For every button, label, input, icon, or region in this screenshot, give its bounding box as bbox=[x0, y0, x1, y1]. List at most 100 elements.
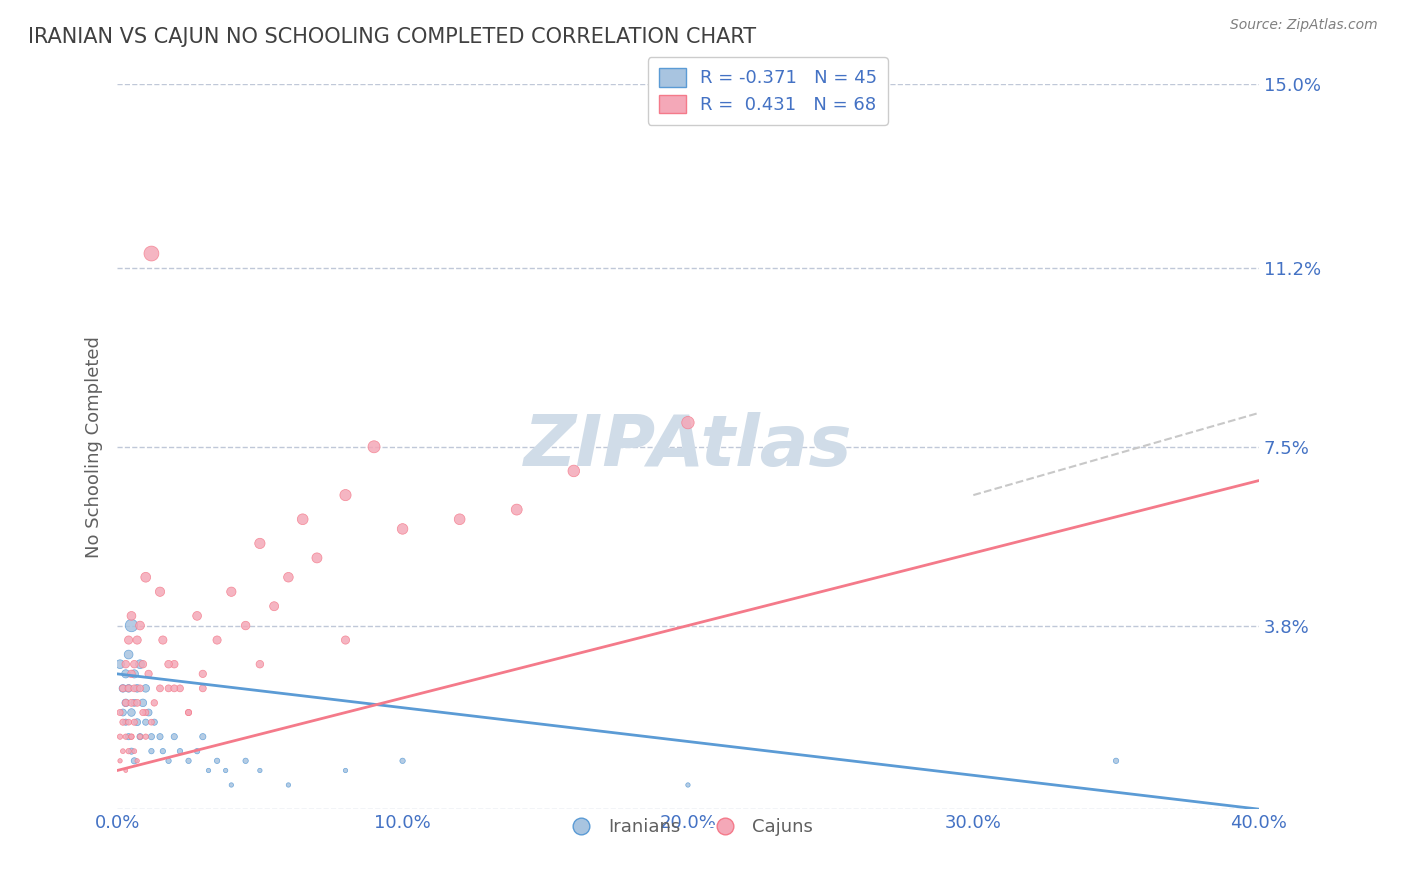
Point bbox=[676, 416, 699, 430]
Point bbox=[117, 744, 139, 758]
Point bbox=[120, 730, 142, 744]
Point bbox=[129, 730, 152, 744]
Point bbox=[111, 681, 134, 696]
Point bbox=[169, 681, 191, 696]
Point bbox=[124, 715, 146, 730]
Point bbox=[152, 744, 174, 758]
Point bbox=[120, 696, 142, 710]
Point bbox=[1105, 754, 1128, 768]
Point bbox=[114, 657, 136, 672]
Point bbox=[177, 754, 200, 768]
Point bbox=[127, 681, 149, 696]
Point bbox=[117, 681, 139, 696]
Point bbox=[124, 681, 146, 696]
Point bbox=[291, 512, 314, 526]
Point bbox=[249, 536, 271, 550]
Point bbox=[132, 696, 155, 710]
Point bbox=[169, 744, 191, 758]
Point bbox=[127, 633, 149, 648]
Point bbox=[120, 706, 142, 720]
Point bbox=[191, 681, 214, 696]
Point bbox=[305, 550, 328, 565]
Point bbox=[135, 715, 157, 730]
Point bbox=[249, 657, 271, 672]
Point bbox=[111, 715, 134, 730]
Point bbox=[129, 730, 152, 744]
Point bbox=[132, 706, 155, 720]
Point bbox=[114, 696, 136, 710]
Point bbox=[335, 488, 357, 502]
Point bbox=[124, 696, 146, 710]
Point bbox=[129, 618, 152, 632]
Point bbox=[277, 778, 299, 792]
Point bbox=[163, 681, 186, 696]
Point bbox=[135, 706, 157, 720]
Point bbox=[127, 754, 149, 768]
Point bbox=[235, 618, 257, 632]
Point bbox=[120, 730, 142, 744]
Point bbox=[111, 681, 134, 696]
Point bbox=[108, 706, 131, 720]
Point bbox=[506, 502, 529, 516]
Point bbox=[177, 706, 200, 720]
Point bbox=[391, 754, 413, 768]
Point bbox=[117, 715, 139, 730]
Point bbox=[108, 754, 131, 768]
Point bbox=[149, 730, 172, 744]
Point bbox=[186, 608, 208, 623]
Point bbox=[132, 657, 155, 672]
Point bbox=[117, 648, 139, 662]
Point bbox=[124, 657, 146, 672]
Point bbox=[114, 715, 136, 730]
Point bbox=[124, 754, 146, 768]
Point bbox=[221, 778, 243, 792]
Point bbox=[111, 706, 134, 720]
Text: ZIPAtlas: ZIPAtlas bbox=[523, 412, 852, 482]
Legend: Iranians, Cajuns: Iranians, Cajuns bbox=[555, 811, 821, 844]
Point bbox=[177, 706, 200, 720]
Point bbox=[197, 764, 219, 778]
Point bbox=[141, 246, 163, 260]
Point bbox=[163, 657, 186, 672]
Point bbox=[127, 715, 149, 730]
Point bbox=[214, 764, 236, 778]
Point bbox=[111, 744, 134, 758]
Point bbox=[117, 633, 139, 648]
Point bbox=[363, 440, 385, 454]
Point bbox=[235, 754, 257, 768]
Point bbox=[335, 764, 357, 778]
Point bbox=[141, 715, 163, 730]
Point bbox=[127, 696, 149, 710]
Point bbox=[277, 570, 299, 584]
Point bbox=[141, 730, 163, 744]
Point bbox=[163, 730, 186, 744]
Point bbox=[149, 681, 172, 696]
Point bbox=[249, 764, 271, 778]
Point bbox=[120, 744, 142, 758]
Point bbox=[117, 681, 139, 696]
Point bbox=[449, 512, 471, 526]
Point bbox=[143, 715, 166, 730]
Point bbox=[263, 599, 285, 614]
Point bbox=[157, 681, 180, 696]
Point bbox=[143, 696, 166, 710]
Point bbox=[129, 657, 152, 672]
Point bbox=[138, 706, 160, 720]
Point bbox=[205, 754, 228, 768]
Point bbox=[135, 570, 157, 584]
Point bbox=[157, 754, 180, 768]
Text: Source: ZipAtlas.com: Source: ZipAtlas.com bbox=[1230, 18, 1378, 32]
Point bbox=[124, 744, 146, 758]
Point bbox=[205, 633, 228, 648]
Text: IRANIAN VS CAJUN NO SCHOOLING COMPLETED CORRELATION CHART: IRANIAN VS CAJUN NO SCHOOLING COMPLETED … bbox=[28, 27, 756, 46]
Point bbox=[221, 584, 243, 599]
Point bbox=[114, 696, 136, 710]
Point bbox=[391, 522, 413, 536]
Point bbox=[676, 778, 699, 792]
Point bbox=[135, 681, 157, 696]
Point bbox=[335, 633, 357, 648]
Point bbox=[114, 666, 136, 681]
Point bbox=[120, 608, 142, 623]
Point bbox=[152, 633, 174, 648]
Point bbox=[141, 744, 163, 758]
